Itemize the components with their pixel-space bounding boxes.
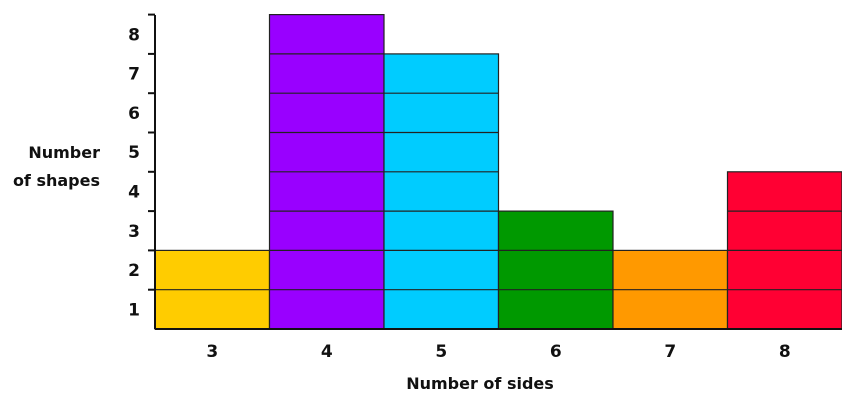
y-axis-title-line-2: of shapes <box>13 171 100 190</box>
x-tick-label: 7 <box>664 342 676 362</box>
bar-sides-5 <box>383 53 500 330</box>
y-tick-label: 1 <box>128 300 140 320</box>
y-axis-title-line-1: Number <box>28 143 100 162</box>
y-tick-label: 6 <box>128 104 140 124</box>
x-tick-label: 4 <box>321 342 333 362</box>
y-tick-label: 2 <box>128 261 140 281</box>
x-tick-labels-group: 3 4 5 6 7 8 <box>206 342 790 362</box>
y-tick-label: 3 <box>128 222 140 242</box>
y-tick-label: 4 <box>128 182 140 202</box>
x-tick-label: 3 <box>206 342 218 362</box>
x-tick-label: 8 <box>779 342 791 362</box>
x-axis-title: Number of sides <box>406 374 554 393</box>
bars-group <box>154 14 842 330</box>
bar-sides-6 <box>497 210 614 330</box>
x-tick-label: 5 <box>435 342 447 362</box>
x-tick-label: 6 <box>550 342 562 362</box>
y-tick-label: 5 <box>128 143 140 163</box>
y-tick-label: 7 <box>128 65 140 85</box>
y-ticks-group: 1 2 3 4 5 6 7 8 <box>128 13 155 320</box>
y-tick-label: 8 <box>128 25 140 45</box>
